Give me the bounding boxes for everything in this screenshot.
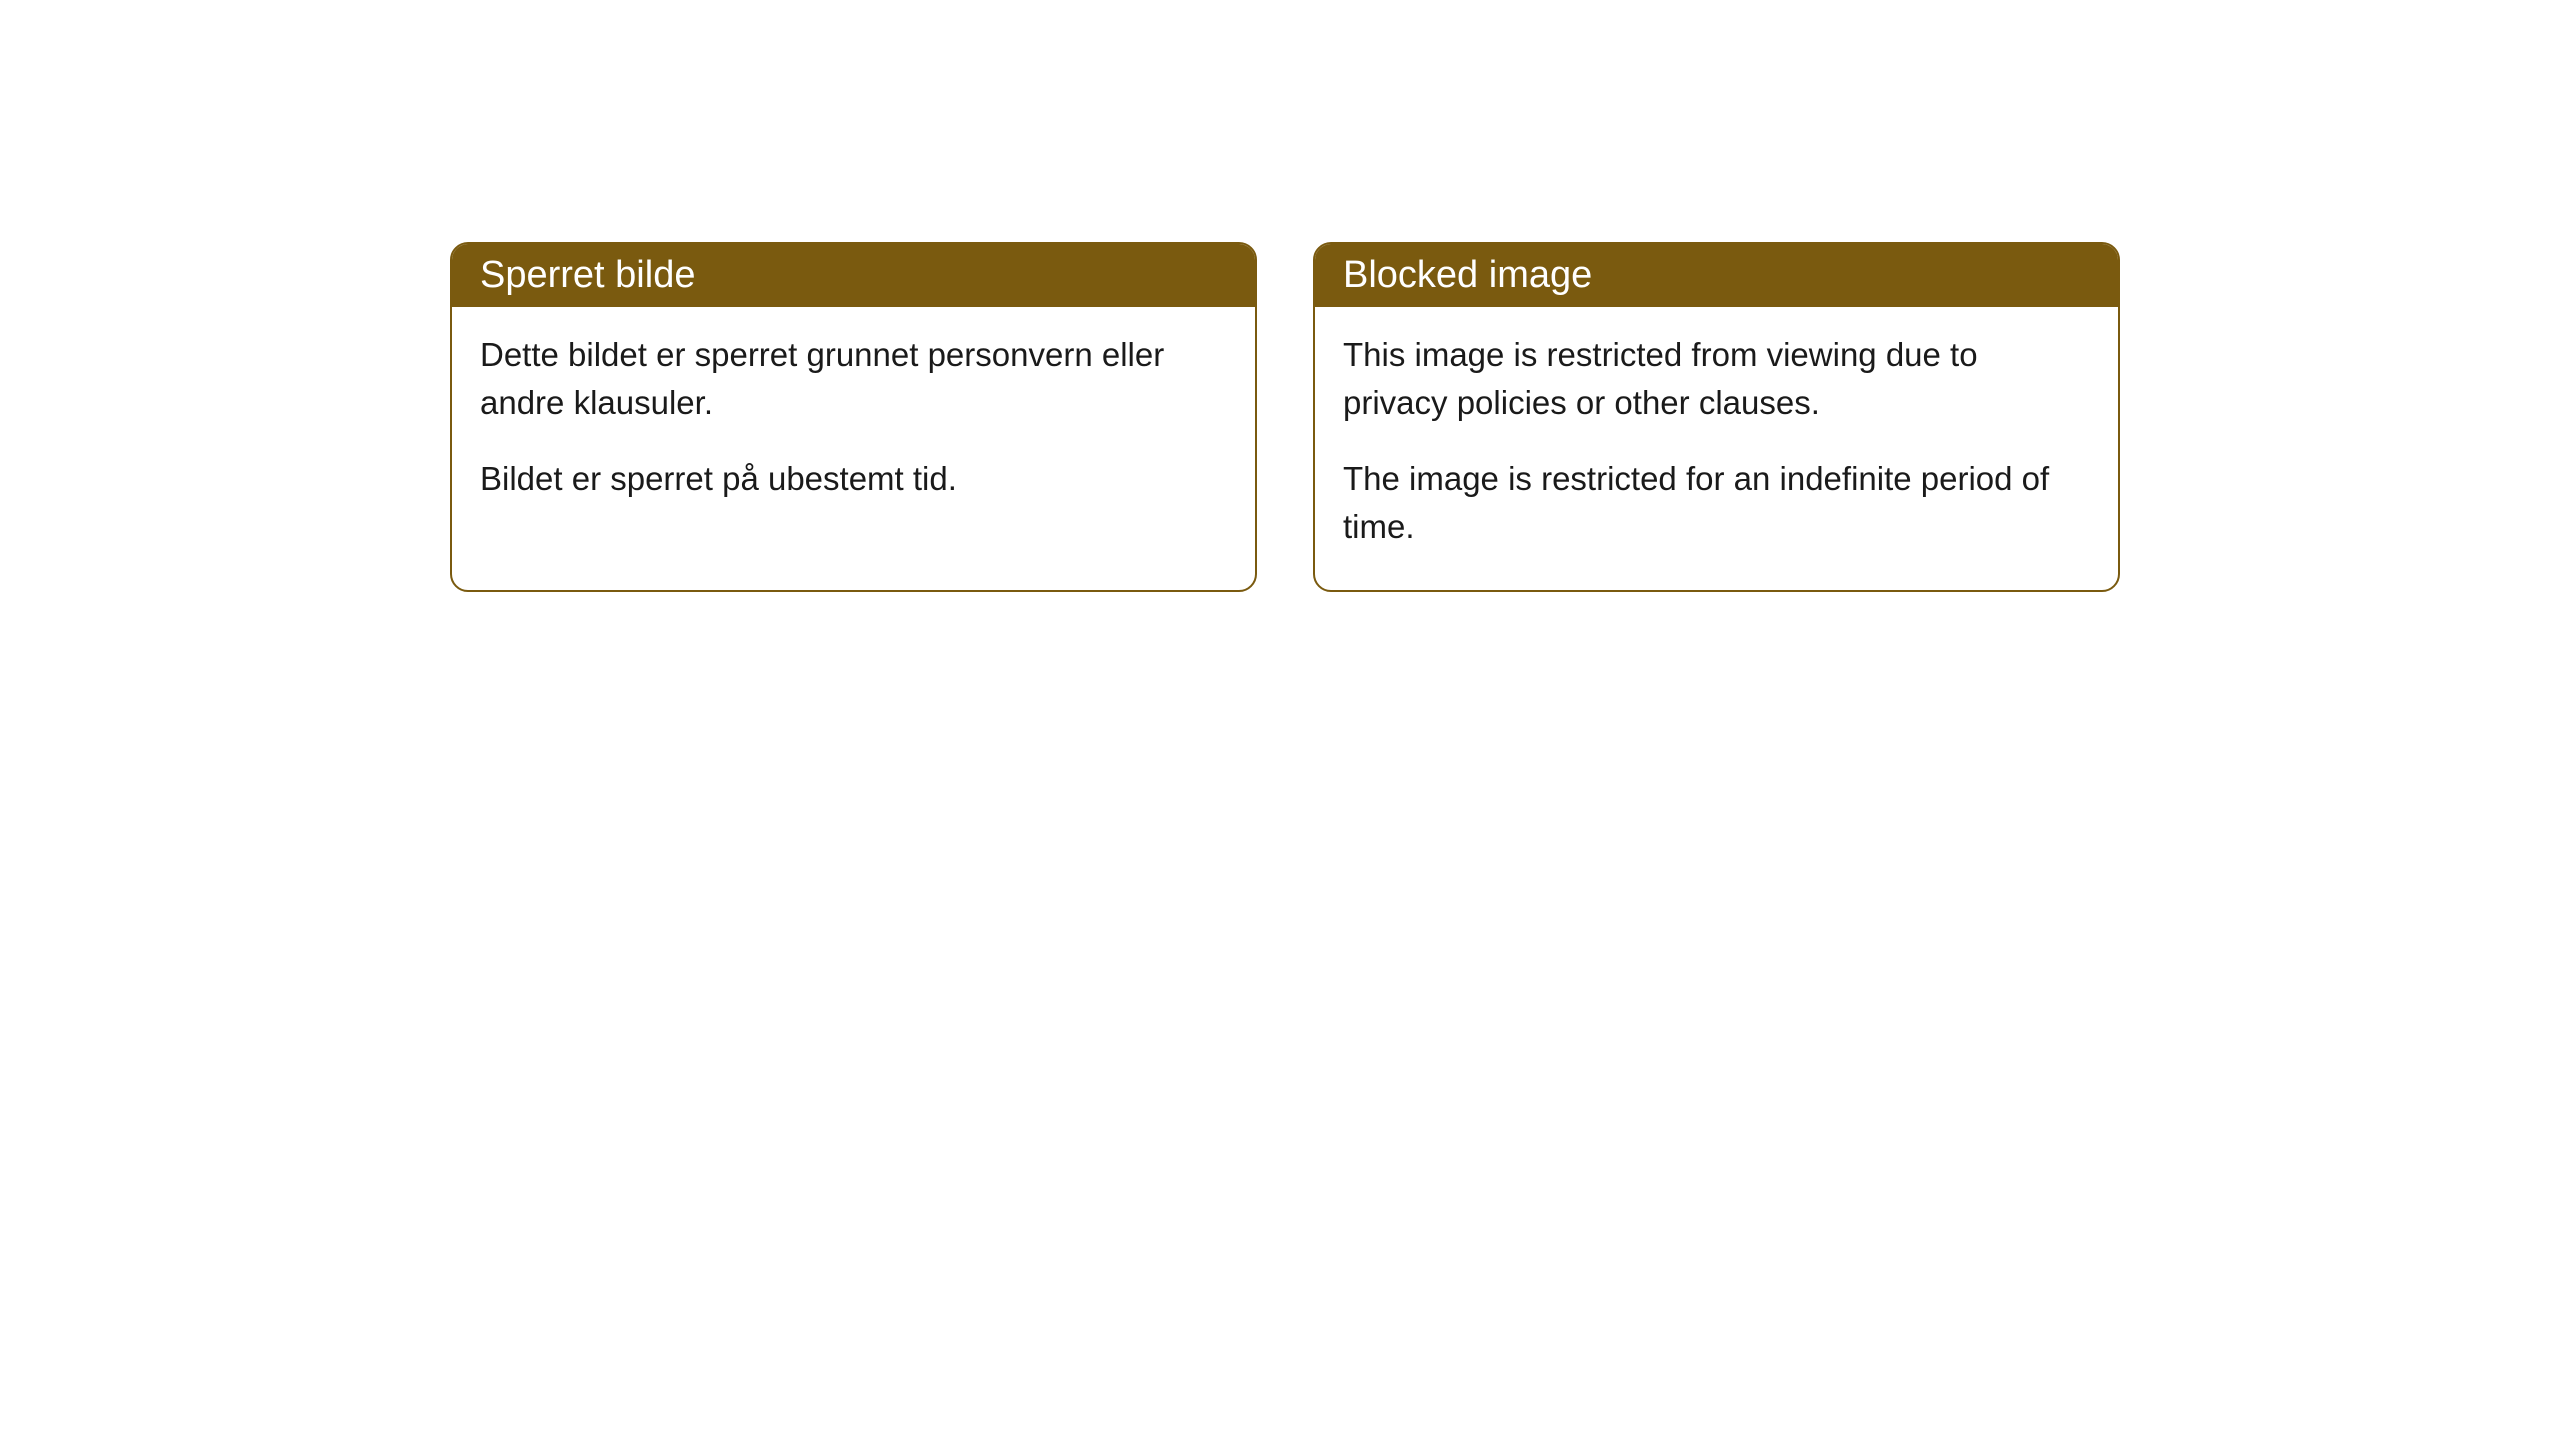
card-header-no: Sperret bilde — [452, 244, 1255, 307]
card-body-en: This image is restricted from viewing du… — [1315, 307, 2118, 590]
notice-text-en-1: This image is restricted from viewing du… — [1343, 331, 2090, 427]
card-body-no: Dette bildet er sperret grunnet personve… — [452, 307, 1255, 543]
blocked-image-card-no: Sperret bilde Dette bildet er sperret gr… — [450, 242, 1257, 592]
blocked-image-card-en: Blocked image This image is restricted f… — [1313, 242, 2120, 592]
card-header-en: Blocked image — [1315, 244, 2118, 307]
notice-text-no-2: Bildet er sperret på ubestemt tid. — [480, 455, 1227, 503]
notice-text-no-1: Dette bildet er sperret grunnet personve… — [480, 331, 1227, 427]
notice-cards-container: Sperret bilde Dette bildet er sperret gr… — [450, 242, 2120, 592]
notice-text-en-2: The image is restricted for an indefinit… — [1343, 455, 2090, 551]
